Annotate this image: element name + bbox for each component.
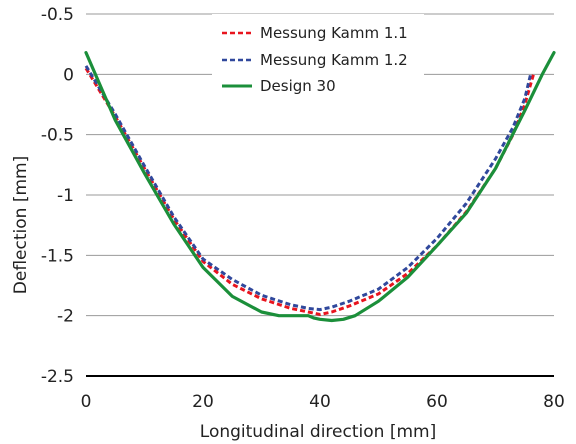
legend-label-design-30: Design 30 — [260, 77, 336, 95]
series-line-messung-kamm-1-2 — [84, 65, 533, 312]
legend-background — [212, 14, 424, 98]
y-axis-title: Deflection [mm] — [11, 156, 31, 294]
x-tick-label: 0 — [81, 392, 92, 412]
series-lines — [84, 50, 556, 323]
y-tick-labels: -0.5 0 -0.5 -1 -1.5 -2 -2.5 — [41, 5, 74, 387]
y-tick-label: -1.5 — [41, 246, 74, 266]
x-tick-label: 20 — [192, 392, 214, 412]
legend-label-messung-kamm-1-2: Messung Kamm 1.2 — [260, 51, 408, 69]
y-tick-label: 0 — [63, 65, 74, 85]
y-tick-label: -1 — [57, 186, 74, 206]
x-tick-labels: 0 20 40 60 80 — [81, 392, 565, 412]
series-line-messung-kamm-1-1 — [84, 67, 535, 316]
x-tick-label: 40 — [309, 392, 331, 412]
series-line-design-30 — [84, 50, 556, 323]
x-tick-label: 60 — [426, 392, 448, 412]
y-tick-label: -2 — [57, 307, 74, 327]
x-tick-label: 80 — [543, 392, 565, 412]
y-tick-label: -0.5 — [41, 5, 74, 25]
x-axis-title: Longitudinal direction [mm] — [200, 422, 436, 442]
legend: Messung Kamm 1.1 Messung Kamm 1.2 Design… — [212, 14, 424, 98]
y-tick-label: -0.5 — [41, 126, 74, 146]
legend-label-messung-kamm-1-1: Messung Kamm 1.1 — [260, 24, 408, 42]
y-tick-label: -2.5 — [41, 367, 74, 387]
